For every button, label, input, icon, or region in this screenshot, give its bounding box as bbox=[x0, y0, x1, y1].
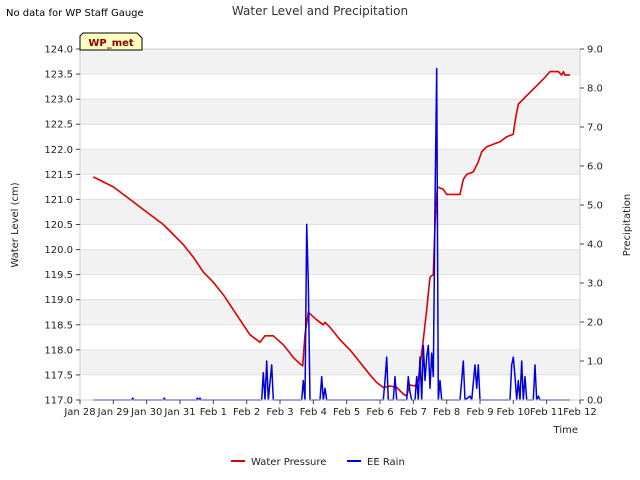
grid-band bbox=[80, 49, 580, 75]
x-tick-label: Feb 1 bbox=[200, 407, 227, 418]
legend-label-water-pressure: Water Pressure bbox=[251, 457, 326, 468]
y-right-tick-label: 5.0 bbox=[587, 201, 603, 212]
y-left-tick-label: 117.0 bbox=[44, 396, 73, 407]
y-right-tick-label: 6.0 bbox=[587, 162, 603, 173]
y-left-tick-label: 119.5 bbox=[44, 270, 73, 281]
grid-band bbox=[80, 99, 580, 125]
x-tick-label: Feb 11 bbox=[530, 407, 564, 418]
y-axis-left-label: Water Level (cm) bbox=[10, 182, 21, 267]
y-left-tick-label: 121.5 bbox=[44, 170, 73, 181]
station-badge-label: WP_met bbox=[88, 38, 134, 49]
x-tick-label: Feb 10 bbox=[497, 407, 531, 418]
x-tick-label: Jan 30 bbox=[130, 407, 162, 418]
y-right-tick-label: 1.0 bbox=[587, 357, 603, 368]
x-tick-label: Jan 29 bbox=[97, 407, 129, 418]
grid-band bbox=[80, 349, 580, 375]
x-tick-label: Feb 5 bbox=[333, 407, 360, 418]
chart-title: Water Level and Precipitation bbox=[232, 4, 408, 18]
grid-band bbox=[80, 149, 580, 175]
y-right-tick-label: 7.0 bbox=[587, 123, 603, 134]
y-right-tick-label: 8.0 bbox=[587, 84, 603, 95]
y-left-tick-label: 123.0 bbox=[44, 95, 73, 106]
y-left-tick-label: 123.5 bbox=[44, 70, 73, 81]
x-tick-label: Jan 31 bbox=[163, 407, 195, 418]
x-tick-label: Feb 2 bbox=[233, 407, 260, 418]
grid-band bbox=[80, 199, 580, 225]
y-left-tick-label: 121.0 bbox=[44, 195, 73, 206]
y-right-tick-label: 4.0 bbox=[587, 240, 603, 251]
x-tick-label: Feb 8 bbox=[433, 407, 460, 418]
y-left-tick-label: 118.5 bbox=[44, 320, 73, 331]
x-axis-label: Time bbox=[553, 425, 578, 436]
y-left-tick-label: 120.0 bbox=[44, 245, 73, 256]
y-left-tick-label: 124.0 bbox=[44, 45, 73, 56]
legend-label-ee-rain: EE Rain bbox=[367, 457, 405, 468]
series-line-water-pressure bbox=[92, 70, 570, 397]
station-badge: WP_met bbox=[79, 32, 143, 51]
x-tick-label: Jan 28 bbox=[63, 407, 95, 418]
grid-band bbox=[80, 249, 580, 275]
x-tick-label: Feb 4 bbox=[300, 407, 327, 418]
y-left-tick-label: 119.0 bbox=[44, 295, 73, 306]
y-left-tick-label: 122.5 bbox=[44, 120, 73, 131]
y-left-tick-label: 122.0 bbox=[44, 145, 73, 156]
y-left-tick-label: 117.5 bbox=[44, 370, 73, 381]
x-tick-label: Feb 3 bbox=[266, 407, 293, 418]
y-right-tick-label: 9.0 bbox=[587, 45, 603, 56]
y-right-tick-label: 3.0 bbox=[587, 279, 603, 290]
x-tick-label: Feb 7 bbox=[400, 407, 427, 418]
y-right-tick-label: 0.0 bbox=[587, 396, 603, 407]
y-left-tick-label: 120.5 bbox=[44, 220, 73, 231]
legend: Water Pressure EE Rain bbox=[231, 457, 405, 468]
y-axis-right-label: Precipitation bbox=[622, 194, 633, 257]
y-right-tick-label: 2.0 bbox=[587, 318, 603, 329]
x-tick-label: Feb 9 bbox=[466, 407, 493, 418]
x-tick-label: Feb 6 bbox=[366, 407, 393, 418]
no-data-note: No data for WP Staff Gauge bbox=[6, 8, 144, 19]
grid-band bbox=[80, 299, 580, 325]
x-tick-label: Feb 12 bbox=[563, 407, 597, 418]
y-left-tick-label: 118.0 bbox=[44, 345, 73, 356]
